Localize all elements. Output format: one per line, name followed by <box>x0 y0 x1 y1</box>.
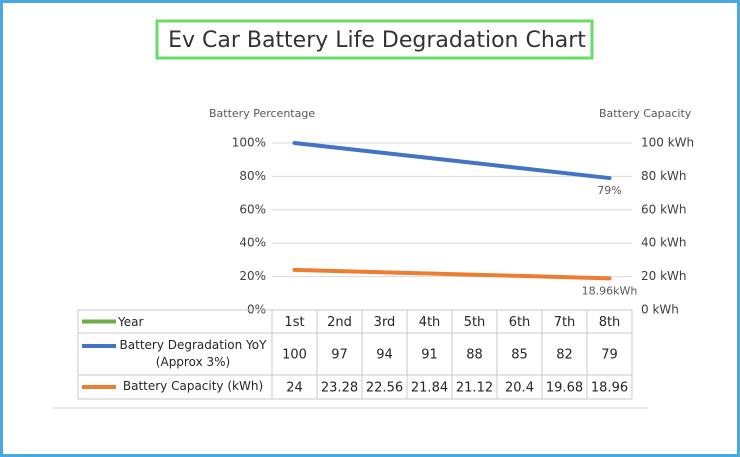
y2-tick-label: 0 kWh <box>641 303 679 317</box>
table-value: 82 <box>556 348 573 363</box>
legend-label: Battery Capacity (kWh) <box>122 379 264 393</box>
x-tick-label: 6th <box>509 315 531 330</box>
table-value: 85 <box>511 348 528 363</box>
y-tick-label: 100% <box>232 136 266 150</box>
legend-label: Year <box>117 315 143 329</box>
series-line <box>292 141 612 181</box>
series-line <box>292 267 612 281</box>
y-axis-title: Battery Percentage <box>209 107 315 120</box>
table-value: 20.4 <box>505 381 534 396</box>
x-tick-label: 1st <box>284 315 304 330</box>
y-tick-label: 40% <box>239 236 266 250</box>
x-tick-label: 8th <box>599 315 621 330</box>
table-value: 22.56 <box>366 381 403 396</box>
legend-label: Battery Degradation YoY (Approx 3%) <box>119 338 267 369</box>
y2-axis-title: Battery Capacity <box>599 107 692 120</box>
chart-title: Ev Car Battery Life Degradation Chart <box>168 28 586 53</box>
data-label: 79% <box>597 184 621 197</box>
table-value: 24 <box>286 381 303 396</box>
y-tick-label: 80% <box>239 169 266 183</box>
y2-tick-label: 20 kWh <box>641 269 687 283</box>
x-tick-label: 4th <box>419 315 441 330</box>
x-tick-label: 7th <box>554 315 576 330</box>
title-box <box>155 19 594 60</box>
x-tick-label: 5th <box>464 315 486 330</box>
y2-tick-label: 40 kWh <box>641 236 687 250</box>
y2-tick-label: 60 kWh <box>641 202 687 216</box>
table-value: 88 <box>466 348 483 363</box>
table-value: 79 <box>601 348 618 363</box>
y2-tick-label: 100 kWh <box>641 136 694 150</box>
table-value: 100 <box>282 348 307 363</box>
table-value: 23.28 <box>321 381 358 396</box>
x-tick-label: 2nd <box>327 315 352 330</box>
table-value: 19.68 <box>546 381 583 396</box>
table-value: 18.96 <box>591 381 628 396</box>
table-value: 21.12 <box>456 381 493 396</box>
table-value: 91 <box>421 348 438 363</box>
y-tick-label: 20% <box>239 269 266 283</box>
data-label: 18.96kWh <box>582 284 638 297</box>
table-value: 94 <box>376 348 393 363</box>
table-value: 97 <box>331 348 348 363</box>
x-tick-label: 3rd <box>374 315 396 330</box>
y2-tick-label: 80 kWh <box>641 169 687 183</box>
y-tick-label: 60% <box>239 202 266 216</box>
table-value: 21.84 <box>411 381 448 396</box>
